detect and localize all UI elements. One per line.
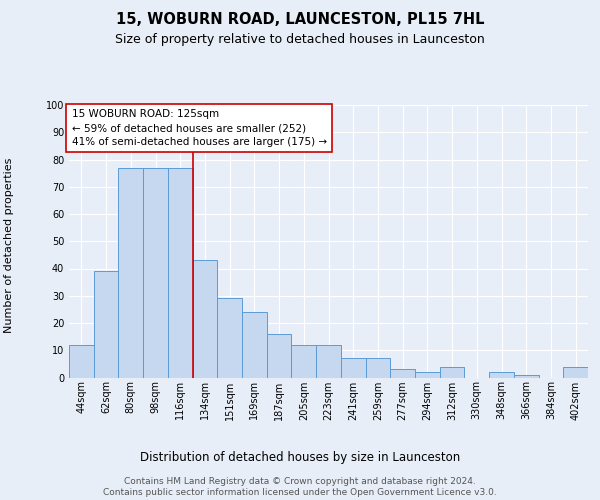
Bar bbox=[118, 168, 143, 378]
Text: Contains HM Land Registry data © Crown copyright and database right 2024.: Contains HM Land Registry data © Crown c… bbox=[124, 476, 476, 486]
Bar bbox=[69, 345, 94, 378]
Bar bbox=[390, 370, 415, 378]
Bar bbox=[168, 168, 193, 378]
Bar bbox=[415, 372, 440, 378]
Text: Contains public sector information licensed under the Open Government Licence v3: Contains public sector information licen… bbox=[103, 488, 497, 497]
Text: Size of property relative to detached houses in Launceston: Size of property relative to detached ho… bbox=[115, 32, 485, 46]
Bar bbox=[365, 358, 390, 378]
Text: 15 WOBURN ROAD: 125sqm
← 59% of detached houses are smaller (252)
41% of semi-de: 15 WOBURN ROAD: 125sqm ← 59% of detached… bbox=[71, 109, 327, 147]
Bar bbox=[489, 372, 514, 378]
Text: 15, WOBURN ROAD, LAUNCESTON, PL15 7HL: 15, WOBURN ROAD, LAUNCESTON, PL15 7HL bbox=[116, 12, 484, 28]
Bar bbox=[94, 271, 118, 378]
Bar bbox=[193, 260, 217, 378]
Text: Distribution of detached houses by size in Launceston: Distribution of detached houses by size … bbox=[140, 451, 460, 464]
Bar bbox=[440, 366, 464, 378]
Bar bbox=[514, 375, 539, 378]
Bar bbox=[143, 168, 168, 378]
Bar bbox=[341, 358, 365, 378]
Bar bbox=[242, 312, 267, 378]
Bar bbox=[267, 334, 292, 378]
Text: Number of detached properties: Number of detached properties bbox=[4, 158, 14, 332]
Bar bbox=[292, 345, 316, 378]
Bar bbox=[316, 345, 341, 378]
Bar bbox=[563, 366, 588, 378]
Bar bbox=[217, 298, 242, 378]
